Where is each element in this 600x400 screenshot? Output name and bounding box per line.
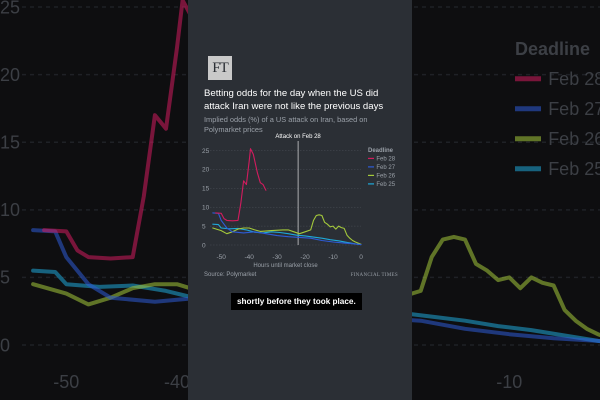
- series-line-feb-26: [31, 234, 600, 338]
- x-tick-label: -10: [496, 372, 522, 392]
- legend-label: Feb 26: [376, 174, 395, 180]
- y-tick-label: 0: [0, 335, 10, 355]
- chart-subtitle: Implied odds (%) of a US attack on Iran,…: [204, 115, 368, 134]
- x-tick-label: -40: [244, 254, 254, 261]
- chart-title: Betting odds for the day when the US did…: [204, 88, 384, 112]
- y-tick-label: 5: [202, 223, 206, 230]
- y-tick-label: 15: [0, 133, 20, 153]
- x-tick-label: -50: [53, 372, 79, 392]
- y-tick-label: 15: [202, 186, 210, 193]
- y-tick-label: 0: [202, 242, 206, 249]
- series-line-feb-27: [212, 212, 362, 246]
- y-tick-label: 20: [0, 65, 20, 85]
- x-tick-label: 0: [359, 254, 363, 261]
- legend: Deadline Feb 28 Feb 27 Feb 26 Feb 25: [368, 148, 396, 188]
- series-line-feb-28: [215, 148, 267, 222]
- video-caption: shortly before they took place.: [231, 293, 362, 310]
- legend-label: Feb 28: [376, 157, 395, 163]
- y-tick-label: 5: [0, 268, 10, 288]
- legend-label: Feb 26: [548, 129, 600, 149]
- legend-label: Feb 25: [548, 159, 600, 179]
- article-card: FT Betting odds for the day when the US …: [188, 0, 412, 400]
- y-tick-label: 25: [0, 0, 20, 17]
- source-note: Source: Polymarket: [204, 272, 257, 278]
- publisher-mark: FINANCIAL TIMES: [350, 273, 398, 278]
- y-tick-label: 20: [202, 167, 210, 174]
- legend-title: Deadline: [515, 39, 590, 59]
- line-chart: 0 5 10 15 20 25 -50 -40 -30 -20 -10 0 Attack on Feb …: [202, 134, 396, 269]
- x-tick-label: -40: [164, 372, 190, 392]
- series-line-feb-26: [212, 214, 362, 245]
- series-line-feb-25: [212, 223, 362, 246]
- x-axis-label: Hours until market close: [253, 263, 318, 269]
- legend-label: Feb 27: [376, 165, 395, 171]
- annotation-label: Attack on Feb 28: [275, 134, 321, 140]
- legend-label: Feb 27: [548, 99, 600, 119]
- ft-logo: FT: [208, 56, 232, 80]
- legend-title: Deadline: [368, 148, 394, 154]
- x-tick-label: -10: [328, 254, 338, 261]
- bg-legend: Deadline Feb 28 Feb 27 Feb 26 Feb 25: [515, 39, 600, 179]
- y-tick-label: 10: [0, 200, 20, 220]
- y-tick-label: 10: [202, 204, 210, 211]
- legend-label: Feb 28: [548, 69, 600, 89]
- legend-label: Feb 25: [376, 182, 395, 188]
- x-tick-label: -30: [272, 254, 282, 261]
- y-tick-label: 25: [202, 148, 210, 155]
- x-tick-label: -20: [300, 254, 310, 261]
- x-tick-label: -50: [216, 254, 226, 261]
- grid: [210, 150, 361, 246]
